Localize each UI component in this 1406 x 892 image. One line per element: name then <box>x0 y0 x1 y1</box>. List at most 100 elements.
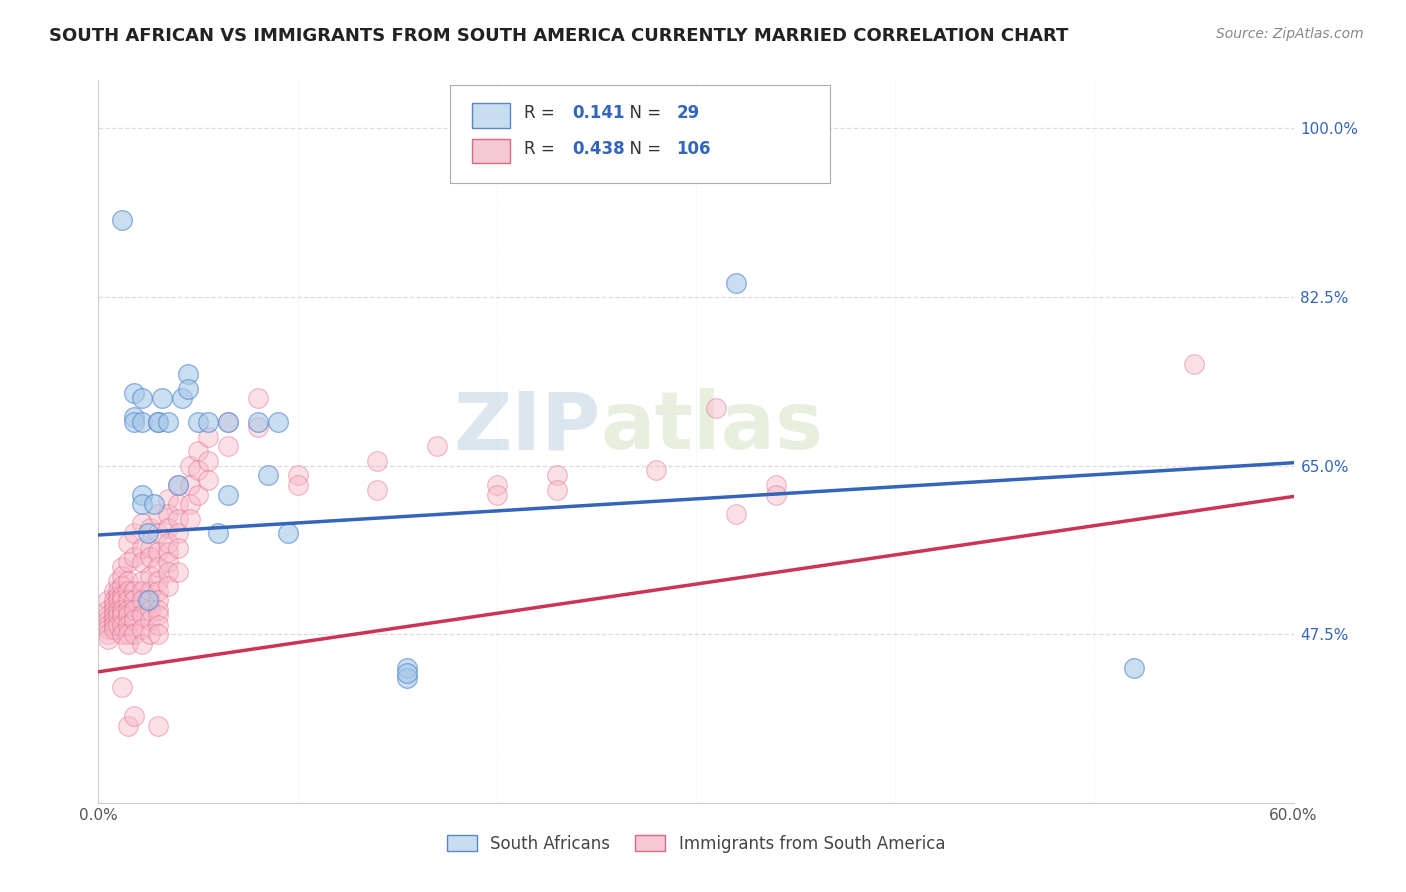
Point <box>187 487 209 501</box>
Point <box>124 627 146 641</box>
Point <box>148 559 170 574</box>
Point <box>117 627 139 641</box>
Text: 0.141: 0.141 <box>572 104 624 122</box>
Point <box>148 583 170 598</box>
Point <box>546 468 568 483</box>
Point <box>111 213 134 227</box>
Point <box>117 719 139 733</box>
Point <box>131 574 153 589</box>
Point <box>150 391 173 405</box>
Point <box>139 569 162 583</box>
Point <box>704 401 727 415</box>
Point <box>97 607 120 622</box>
Text: R =: R = <box>524 104 561 122</box>
Point <box>124 613 146 627</box>
Text: N =: N = <box>619 140 666 158</box>
Point <box>148 627 170 641</box>
Point <box>97 593 120 607</box>
Point <box>167 541 190 555</box>
Point <box>117 583 139 598</box>
Legend: South Africans, Immigrants from South America: South Africans, Immigrants from South Am… <box>440 828 952 860</box>
Point <box>111 627 134 641</box>
Point <box>157 579 180 593</box>
Point <box>366 454 388 468</box>
Point <box>287 468 309 483</box>
Point <box>117 535 139 549</box>
Point <box>148 617 170 632</box>
Point <box>131 555 153 569</box>
Point <box>124 603 146 617</box>
Point <box>546 483 568 497</box>
Text: SOUTH AFRICAN VS IMMIGRANTS FROM SOUTH AMERICA CURRENTLY MARRIED CORRELATION CHA: SOUTH AFRICAN VS IMMIGRANTS FROM SOUTH A… <box>49 27 1069 45</box>
Point <box>148 526 170 541</box>
Point <box>724 507 747 521</box>
Point <box>136 593 159 607</box>
Point <box>396 665 419 680</box>
Point <box>139 593 162 607</box>
Point <box>485 487 508 501</box>
Point <box>131 541 153 555</box>
Point <box>97 632 120 646</box>
Point <box>103 617 125 632</box>
Point <box>139 627 162 641</box>
Text: 29: 29 <box>676 104 700 122</box>
Text: 0.438: 0.438 <box>572 140 624 158</box>
Point <box>111 603 134 617</box>
Point <box>179 511 201 525</box>
Point <box>117 574 139 589</box>
Point <box>131 415 153 429</box>
Point <box>172 391 194 405</box>
Point <box>157 521 180 535</box>
Point <box>179 497 201 511</box>
Point <box>111 589 134 603</box>
Point <box>157 545 180 559</box>
Point <box>136 526 159 541</box>
Point <box>148 574 170 589</box>
Point <box>1182 358 1205 372</box>
Point <box>97 617 120 632</box>
Point <box>103 599 125 613</box>
Point <box>267 415 290 429</box>
Point <box>117 637 139 651</box>
Point <box>177 367 200 381</box>
Text: ZIP: ZIP <box>453 388 600 467</box>
Point <box>157 492 180 507</box>
Point <box>107 583 129 598</box>
Point <box>139 583 162 598</box>
Point <box>111 559 134 574</box>
Point <box>396 671 419 685</box>
Point <box>103 623 125 637</box>
Point <box>131 497 153 511</box>
Point <box>107 617 129 632</box>
Point <box>117 617 139 632</box>
Point <box>139 541 162 555</box>
Point <box>157 555 180 569</box>
Text: 106: 106 <box>676 140 711 158</box>
Point <box>167 526 190 541</box>
Point <box>207 526 229 541</box>
Point <box>197 454 219 468</box>
Point <box>103 603 125 617</box>
Point <box>117 603 139 617</box>
Point <box>157 507 180 521</box>
Point <box>124 415 146 429</box>
Point <box>111 579 134 593</box>
Text: Source: ZipAtlas.com: Source: ZipAtlas.com <box>1216 27 1364 41</box>
Point <box>103 583 125 598</box>
Point <box>148 545 170 559</box>
Point <box>148 415 170 429</box>
Point <box>217 415 239 429</box>
Point <box>97 613 120 627</box>
Text: atlas: atlas <box>600 388 824 467</box>
Point <box>111 617 134 632</box>
Point <box>107 603 129 617</box>
Point <box>107 574 129 589</box>
Point <box>131 583 153 598</box>
Point <box>157 415 180 429</box>
Point <box>117 607 139 622</box>
Point <box>148 593 170 607</box>
Point <box>143 497 166 511</box>
Point <box>131 637 153 651</box>
Point <box>287 478 309 492</box>
Point <box>177 382 200 396</box>
